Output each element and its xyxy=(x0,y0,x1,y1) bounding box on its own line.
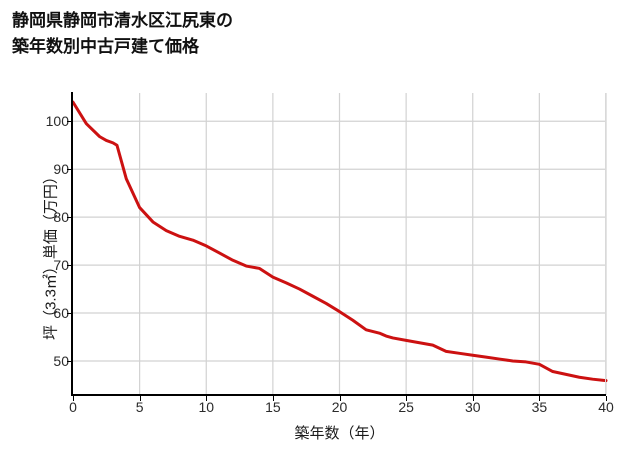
y-axis-tick-labels: 50 60 70 80 90 100 xyxy=(15,0,69,465)
x-tick-label: 0 xyxy=(69,399,77,415)
x-tick-mark xyxy=(339,396,341,401)
x-tick-label: 35 xyxy=(531,399,548,415)
x-tick-label: 25 xyxy=(398,399,414,415)
x-tick-mark xyxy=(472,396,474,401)
x-tick-mark xyxy=(206,396,208,401)
x-tick-label: 5 xyxy=(135,399,144,415)
y-tick-mark xyxy=(67,121,72,123)
data-line xyxy=(71,100,608,383)
y-tick-mark xyxy=(67,217,72,219)
y-tick-label: 60 xyxy=(53,305,69,322)
x-tick-mark xyxy=(139,396,141,401)
x-tick-label: 40 xyxy=(598,399,614,415)
x-axis-spine xyxy=(71,394,606,396)
x-tick-label: 20 xyxy=(331,399,348,415)
y-tick-label: 70 xyxy=(53,257,69,274)
x-tick-mark xyxy=(406,396,408,401)
y-tick-label: 50 xyxy=(53,352,69,369)
x-axis-label: 築年数（年） xyxy=(294,425,385,442)
y-tick-label: 90 xyxy=(53,161,69,178)
chart-title: 静岡県静岡市清水区江尻東の 築年数別中古戸建て価格 xyxy=(12,11,233,56)
x-tick-mark xyxy=(606,396,607,401)
x-tick-label: 10 xyxy=(198,399,215,415)
y-axis-spine xyxy=(71,92,73,396)
x-tick-mark xyxy=(272,396,274,401)
y-tick-label: 80 xyxy=(53,209,69,226)
x-tick-mark xyxy=(539,396,541,401)
y-tick-label: 100 xyxy=(45,113,69,130)
plot-area xyxy=(71,93,608,395)
y-tick-mark xyxy=(67,360,72,362)
y-tick-mark xyxy=(67,313,72,315)
x-tick-mark xyxy=(73,396,74,401)
x-tick-label: 15 xyxy=(265,399,281,415)
y-axis-label-wrapper: 坪（3.3㎡）単価（万円） xyxy=(0,0,60,465)
x-tick-label: 30 xyxy=(464,399,481,415)
y-tick-mark xyxy=(67,169,72,171)
y-axis-label: 坪（3.3㎡）単価（万円） xyxy=(42,169,60,340)
grid-lines xyxy=(73,93,607,395)
plot-border-right xyxy=(605,93,606,395)
y-tick-mark xyxy=(67,265,72,267)
